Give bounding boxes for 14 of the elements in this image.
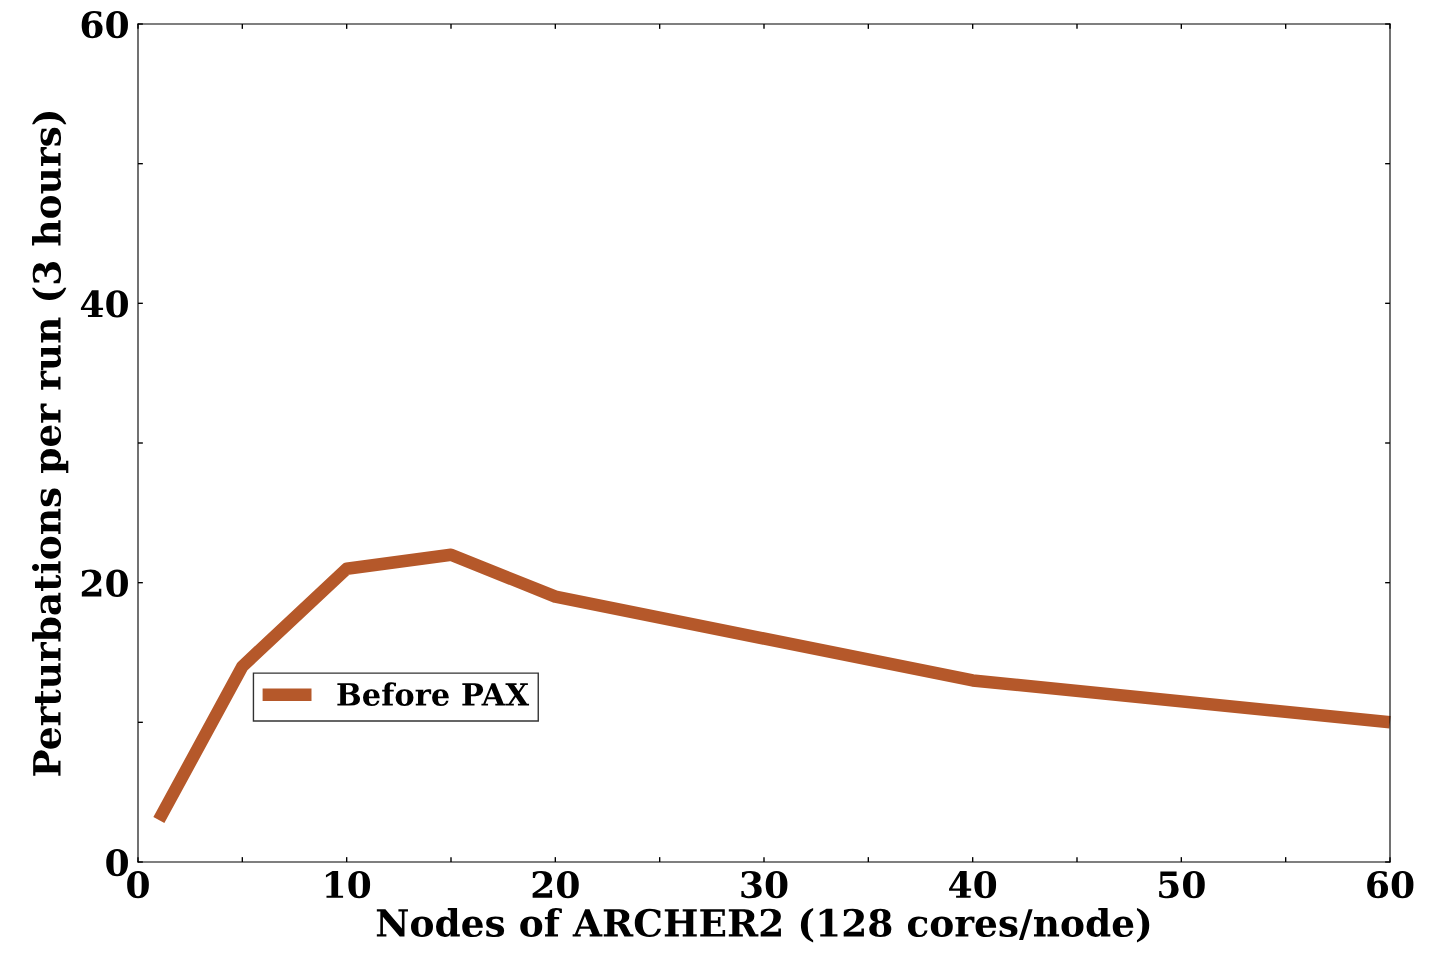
x-axis-title: Nodes of ARCHER2 (128 cores/node) — [376, 908, 1150, 943]
x-tick-label: 20 — [532, 870, 579, 899]
y-tick-label: 0 — [106, 848, 128, 877]
y-tick-label: 60 — [81, 10, 128, 39]
x-tick-label: 0 — [127, 870, 149, 899]
x-tick-label: 60 — [1367, 870, 1414, 899]
y-tick-label: 20 — [81, 569, 128, 597]
x-tick-label: 10 — [325, 870, 371, 899]
x-tick-label: 30 — [741, 870, 788, 899]
legend-label: Before PAX — [337, 682, 530, 706]
y-axis-title: Perturbations per run (3 hours) — [32, 112, 69, 776]
y-tick-label: 40 — [80, 290, 128, 318]
x-tick-label: 50 — [1159, 870, 1205, 899]
x-tick-label: 40 — [949, 870, 997, 899]
